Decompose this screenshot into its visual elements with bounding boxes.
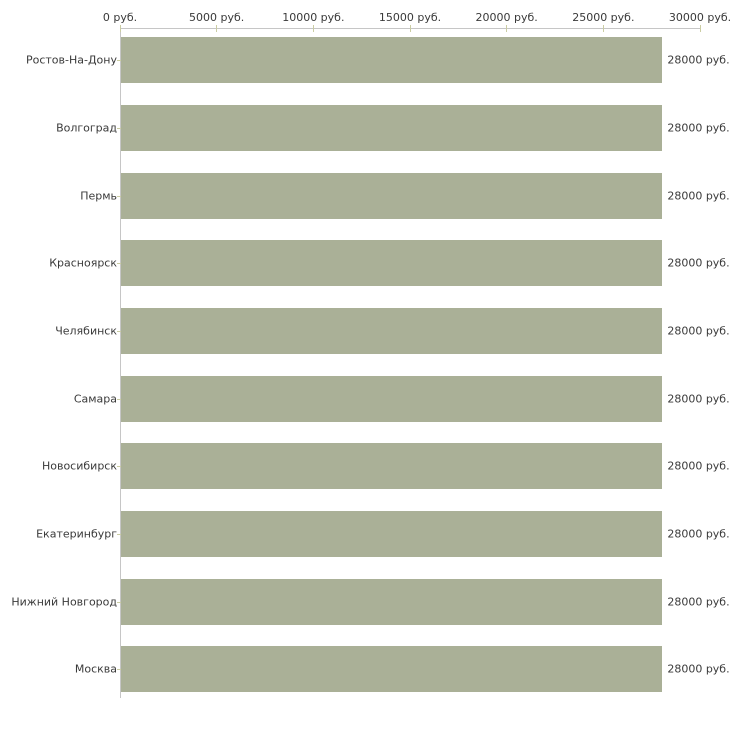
x-axis-tick [602, 25, 604, 32]
category-label: Пермь [80, 189, 117, 203]
value-label: 28000 руб. [667, 392, 730, 406]
category-label: Нижний Новгород [11, 595, 117, 609]
y-axis-tick [117, 669, 124, 671]
y-axis-tick [117, 398, 124, 400]
value-label: 28000 руб. [667, 662, 730, 676]
bar [121, 104, 663, 151]
bar [121, 240, 663, 287]
x-axis-tick-label: 5000 руб. [189, 11, 245, 24]
x-axis-tick-label: 15000 руб. [378, 11, 442, 24]
x-axis-tick [699, 25, 701, 32]
y-axis-tick [117, 60, 124, 62]
bar [121, 646, 663, 693]
y-axis-line [120, 28, 121, 698]
x-axis-tick-label: 0 руб. [102, 11, 138, 24]
value-label: 28000 руб. [667, 121, 730, 135]
y-axis-tick [117, 601, 124, 603]
x-axis-line [120, 28, 701, 29]
x-axis-tick-label: 30000 руб. [668, 11, 730, 24]
bar [121, 443, 663, 490]
y-axis-tick [117, 330, 124, 332]
y-axis-tick [117, 263, 124, 265]
category-label: Челябинск [55, 324, 117, 338]
category-label: Волгоград [56, 121, 117, 135]
x-axis-tick-label: 10000 руб. [282, 11, 345, 24]
y-axis-tick [117, 195, 124, 197]
x-axis-tick [216, 25, 218, 32]
bar [121, 172, 663, 219]
x-axis-tick [506, 25, 508, 32]
category-label: Екатеринбург [36, 527, 117, 541]
bar [121, 307, 663, 354]
category-label: Самара [73, 392, 117, 406]
bar [121, 375, 663, 422]
value-label: 28000 руб. [667, 53, 730, 67]
value-label: 28000 руб. [667, 256, 730, 270]
value-label: 28000 руб. [667, 527, 730, 541]
value-label: 28000 руб. [667, 324, 730, 338]
y-axis-tick [117, 127, 124, 129]
value-label: 28000 руб. [667, 189, 730, 203]
bar [121, 37, 663, 84]
category-label: Ростов-На-Дону [25, 53, 117, 67]
bar [121, 578, 663, 625]
x-axis-tick [119, 25, 121, 32]
value-label: 28000 руб. [667, 595, 730, 609]
x-axis-tick [409, 25, 411, 32]
bar [121, 510, 663, 557]
value-label: 28000 руб. [667, 459, 730, 473]
category-label: Красноярск [49, 256, 117, 270]
x-axis-tick-label: 25000 руб. [572, 11, 635, 24]
y-axis-tick [117, 533, 124, 535]
category-label: Москва [74, 662, 117, 676]
y-axis-tick [117, 466, 124, 468]
category-label: Новосибирск [41, 459, 117, 473]
x-axis-tick-label: 20000 руб. [475, 11, 538, 24]
x-axis-tick [312, 25, 314, 32]
